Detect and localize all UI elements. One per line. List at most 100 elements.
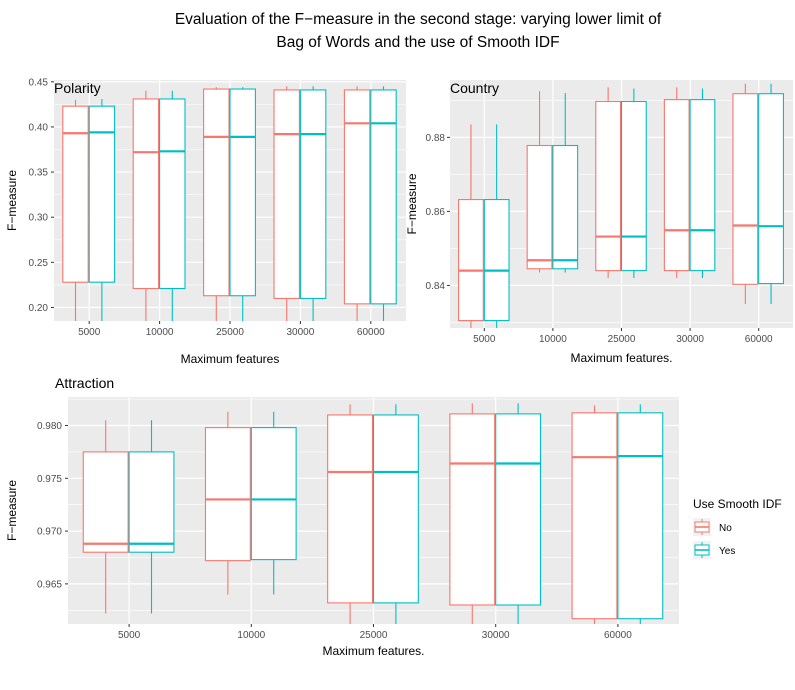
box-yes-10000 bbox=[159, 90, 186, 321]
y-tick-label: 0.970 bbox=[37, 527, 62, 538]
panel-title: Attraction bbox=[55, 375, 114, 391]
x-axis-label: Maximum features bbox=[181, 352, 280, 366]
box-no-10000 bbox=[204, 411, 251, 595]
y-axis-label: F−measure bbox=[5, 170, 19, 231]
y-tick-label: 0.965 bbox=[37, 579, 62, 590]
box-iqr bbox=[663, 99, 690, 272]
x-tick-label: 10000 bbox=[146, 327, 174, 338]
box-iqr bbox=[552, 144, 579, 270]
box-iqr bbox=[689, 99, 716, 272]
y-tick-label: 0.45 bbox=[29, 77, 49, 88]
box-iqr bbox=[229, 88, 256, 297]
x-tick-label: 25000 bbox=[608, 334, 636, 345]
legend: Use Smooth IDF No Yes bbox=[693, 497, 782, 559]
box-iqr bbox=[617, 412, 664, 620]
x-tick-label: 5000 bbox=[78, 327, 101, 338]
box-marks bbox=[458, 83, 784, 328]
legend-title: Use Smooth IDF bbox=[693, 497, 782, 511]
box-iqr bbox=[159, 98, 186, 290]
x-tick-label: 10000 bbox=[539, 334, 567, 345]
box-iqr bbox=[132, 98, 160, 290]
panel-title: Country bbox=[450, 80, 499, 96]
legend-key-yes bbox=[693, 541, 711, 559]
box-no-60000 bbox=[732, 83, 759, 304]
box-no-30000 bbox=[663, 87, 690, 279]
figure-title-line-2: Bag of Words and the use of Smooth IDF bbox=[276, 34, 559, 51]
box-iqr bbox=[449, 413, 496, 606]
x-tick-label: 60000 bbox=[604, 630, 632, 641]
box-no-25000 bbox=[595, 87, 622, 279]
box-marks bbox=[62, 86, 397, 321]
box-yes-60000 bbox=[617, 404, 664, 624]
y-tick-label: 0.86 bbox=[426, 207, 446, 218]
box-iqr bbox=[483, 199, 510, 322]
box-iqr bbox=[372, 414, 419, 604]
x-tick-label: 30000 bbox=[482, 630, 510, 641]
box-iqr bbox=[732, 93, 759, 285]
y-tick-label: 0.20 bbox=[29, 303, 49, 314]
x-tick-label: 5000 bbox=[118, 630, 141, 641]
box-iqr bbox=[203, 88, 230, 297]
box-iqr bbox=[370, 89, 397, 305]
x-axis-label: Maximum features. bbox=[322, 644, 424, 658]
box-no-5000 bbox=[458, 124, 484, 328]
box-no-30000 bbox=[273, 86, 300, 321]
box-yes-25000 bbox=[620, 88, 647, 279]
box-yes-30000 bbox=[495, 403, 542, 624]
box-iqr bbox=[88, 105, 116, 283]
box-no-30000 bbox=[449, 403, 496, 624]
box-no-5000 bbox=[62, 99, 89, 321]
y-axis-label: F−measure bbox=[405, 173, 419, 234]
box-iqr bbox=[595, 100, 622, 272]
box-no-25000 bbox=[203, 87, 230, 321]
box-iqr bbox=[82, 451, 129, 553]
box-no-60000 bbox=[571, 405, 618, 624]
legend-label-no: No bbox=[719, 523, 732, 534]
y-tick-label: 0.30 bbox=[29, 213, 49, 224]
y-tick-label: 0.975 bbox=[37, 474, 62, 485]
y-axis-label: F−measure bbox=[5, 480, 19, 541]
box-iqr bbox=[62, 105, 89, 283]
panel-title: Polarity bbox=[54, 80, 101, 96]
box-yes-60000 bbox=[370, 86, 397, 321]
box-yes-30000 bbox=[689, 88, 716, 279]
box-iqr bbox=[758, 93, 784, 285]
box-yes-5000 bbox=[88, 98, 116, 321]
box-yes-5000 bbox=[128, 420, 175, 614]
x-tick-label: 25000 bbox=[216, 327, 244, 338]
y-tick-label: 0.25 bbox=[29, 258, 49, 269]
box-no-25000 bbox=[327, 404, 374, 624]
box-yes-5000 bbox=[483, 124, 510, 328]
box-iqr bbox=[495, 413, 542, 606]
box-iqr bbox=[526, 144, 553, 270]
box-iqr bbox=[458, 199, 484, 322]
box-no-5000 bbox=[82, 420, 129, 614]
box-iqr bbox=[299, 89, 327, 299]
y-tick-label: 0.40 bbox=[29, 122, 49, 133]
x-tick-label: 10000 bbox=[237, 630, 265, 641]
box-yes-10000 bbox=[552, 92, 579, 273]
figure-title-line-1: Evaluation of the F−measure in the secon… bbox=[175, 11, 662, 28]
box-iqr bbox=[343, 89, 371, 305]
x-tick-label: 30000 bbox=[286, 327, 314, 338]
x-tick-label: 60000 bbox=[357, 327, 385, 338]
box-iqr bbox=[620, 100, 647, 272]
panel-country: 0.84 0.86 0.88 5000 10000 25000 30000 60000 Coun… bbox=[405, 80, 793, 365]
panel-attraction: 0.965 0.970 0.975 0.980 5000 10000 25000 30000 6… bbox=[5, 375, 679, 658]
y-tick-label: 0.84 bbox=[426, 281, 446, 292]
y-tick-label: 0.35 bbox=[29, 168, 49, 179]
box-yes-25000 bbox=[229, 87, 256, 321]
box-yes-25000 bbox=[372, 404, 419, 624]
x-axis-label: Maximum features. bbox=[570, 351, 672, 365]
box-iqr bbox=[250, 427, 297, 561]
box-yes-30000 bbox=[299, 86, 327, 321]
box-iqr bbox=[204, 427, 251, 562]
box-iqr bbox=[273, 89, 300, 299]
x-tick-label: 5000 bbox=[473, 334, 496, 345]
x-tick-label: 30000 bbox=[676, 334, 704, 345]
y-tick-label: 0.980 bbox=[37, 421, 62, 432]
box-no-60000 bbox=[343, 86, 371, 321]
x-tick-label: 60000 bbox=[745, 334, 773, 345]
box-no-10000 bbox=[526, 91, 553, 273]
